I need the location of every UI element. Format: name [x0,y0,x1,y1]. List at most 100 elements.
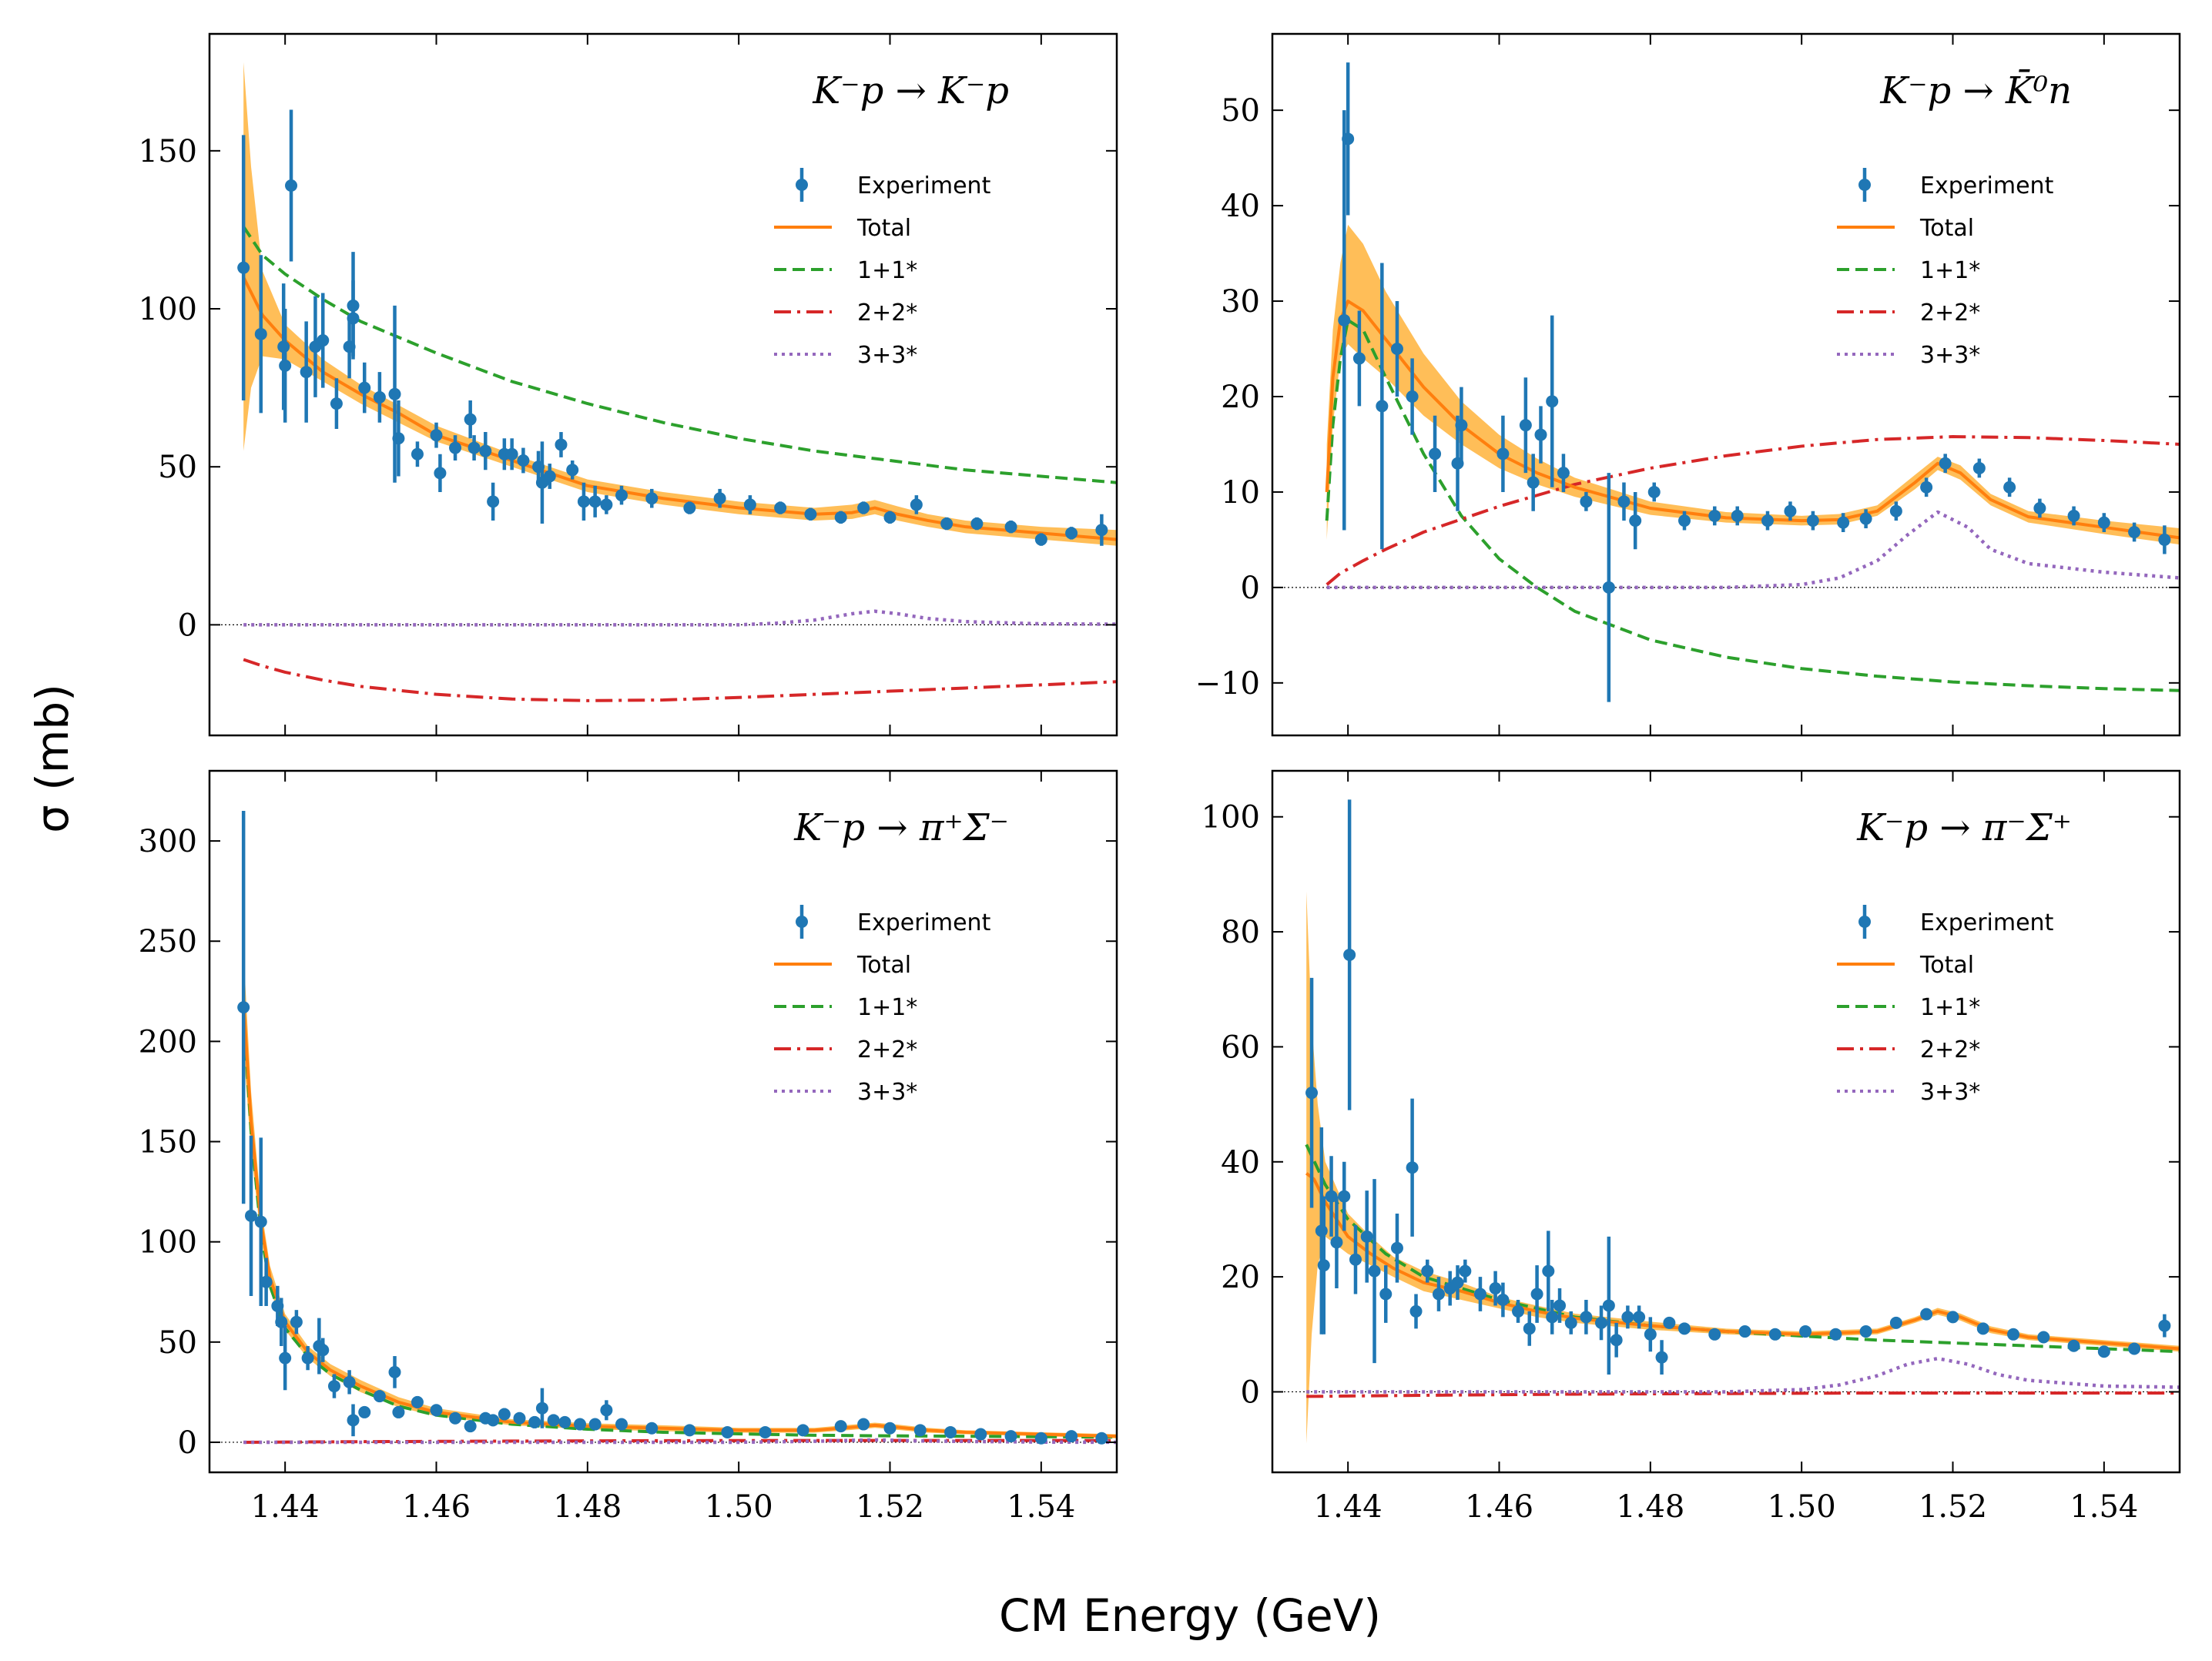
legend: Experiment Total 1+1* 2+2* 3+3* [1837,168,2054,369]
experiment-point [528,1415,541,1428]
experiment-point [279,359,292,372]
y-tick-label: 150 [139,1125,197,1160]
panel-title: K⁻p → π⁻Σ⁺ [1856,806,2072,849]
experiment-point [498,1408,511,1421]
experiment-point [411,1395,424,1408]
experiment-point [1376,400,1389,413]
legend-experiment-marker [796,916,808,928]
experiment-point [392,432,405,445]
y-tick-label: 100 [139,292,197,327]
legend-experiment-marker [796,179,808,191]
legend-label: Total [1919,952,1974,979]
experiment-point [615,489,628,502]
experiment-point [260,1275,273,1288]
y-tick-label: 100 [1202,800,1260,836]
experiment-point [1629,514,1642,527]
experiment-point [275,1315,288,1328]
uncertainty-band [243,62,1117,546]
experiment-point [743,498,756,511]
experiment-point [577,495,590,508]
experiment-point [347,312,360,325]
experiment-point [2158,1319,2171,1332]
experiment-point [330,397,343,410]
series-3plus3 [1326,510,2180,590]
experiment-point [2097,1345,2110,1358]
legend-experiment-marker [1858,916,1871,928]
experiment-point [1360,1230,1373,1243]
y-tick-label: −10 [1195,666,1260,702]
plot-frame [208,769,1118,1474]
series-total [1325,300,2180,540]
panel-title: K⁻p → π⁺Σ⁻ [793,806,1009,849]
experiment-point [254,327,267,340]
x-tick-label: 1.44 [1314,1489,1382,1525]
y-tick-label: 0 [178,608,197,643]
legend-label: 1+1* [857,257,917,284]
legend-label: Total [856,215,911,242]
experiment-point [317,334,330,347]
experiment-point [1647,485,1661,498]
legend-label: 1+1* [1920,257,1980,284]
experiment-point [373,1390,386,1403]
experiment-point [543,470,556,483]
experiment-point [1602,1299,1615,1312]
panel-k-p-k0bar-n: −10 0 10 20 30 40 50 K⁻p → K̄⁰n Experiment Total 1… [1195,32,2181,737]
experiment-point [1889,504,1902,517]
legend: Experiment Total 1+1* 2+2* 3+3* [774,168,991,369]
plot-area [209,811,1117,1445]
experiment-point [1512,1304,1525,1318]
y-tick-label: 30 [1221,284,1260,320]
x-axis-label: CM Energy (GeV) [999,1589,1381,1642]
plot-area [1272,62,2180,702]
experiment-point [857,1418,870,1431]
experiment-point [1368,1264,1381,1278]
plot-frame [208,32,1118,737]
experiment-point [1602,581,1615,594]
legend-label: Experiment [857,909,991,936]
experiment-point [1034,1432,1047,1445]
experiment-point [1972,461,1986,474]
y-tick-label: 50 [158,450,197,485]
experiment-point [1564,1316,1577,1329]
experiment-point [1530,1288,1543,1301]
experiment-point [301,1351,314,1365]
experiment-point [558,1415,571,1428]
experiment-point [373,390,386,404]
experiment-point [1644,1328,1657,1341]
experiment-point [1496,447,1510,460]
x-tick-label: 1.48 [1616,1489,1684,1525]
experiment-point [1553,1299,1567,1312]
experiment-point [1379,1288,1393,1301]
series-3plus3 [1306,1356,2180,1394]
legend-label: 3+3* [1920,342,1980,369]
experiment-point [970,517,984,531]
experiment-point [434,467,447,480]
experiment-point [343,1375,356,1388]
experiment-point [1621,1311,1634,1324]
experiment-point [600,498,613,511]
series-2plus2 [243,658,1117,702]
x-tick-label: 1.52 [1919,1489,1987,1525]
experiment-point [1708,1328,1721,1341]
experiment-point [1065,527,1078,540]
x-tick-label: 1.46 [1465,1489,1533,1525]
experiment-point [1315,1224,1328,1237]
experiment-point [645,1422,659,1435]
experiment-point [600,1404,613,1417]
experiment-point [1859,1325,1872,1338]
x-tick-label: 1.44 [251,1489,320,1525]
experiment-point [1406,390,1419,403]
x-tick-label: 1.54 [2070,1489,2138,1525]
experiment-point [1542,1264,1555,1278]
experiment-point [713,492,726,505]
x-tick-label: 1.52 [856,1489,924,1525]
experiment-point [1451,1276,1464,1289]
y-tick-label: 40 [1221,189,1260,224]
experiment-point [327,1380,340,1393]
experiment-point [1859,512,1872,525]
experiment-point [2007,1328,2020,1341]
experiment-point [513,1412,526,1425]
panel-k-p-elastic: 0 50 100 150 K⁻p → K⁻p Experiment Total 1+1* 2+2… [139,32,1118,737]
experiment-point [1731,509,1744,522]
experiment-point [1330,1236,1343,1249]
